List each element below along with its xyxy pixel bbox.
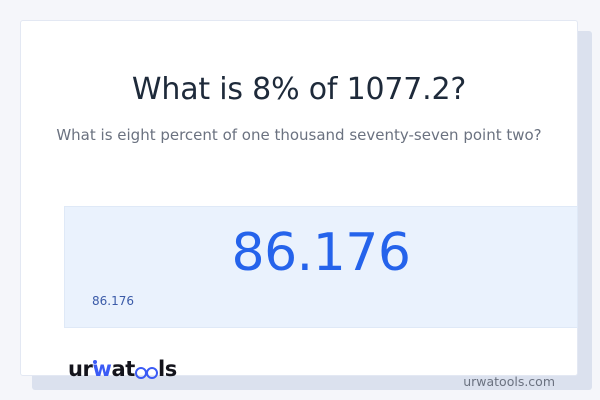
result-card: What is 8% of 1077.2? What is eight perc… xyxy=(20,20,578,389)
logo-text-at: at xyxy=(111,357,136,381)
page-subtitle: What is eight percent of one thousand se… xyxy=(56,125,542,144)
result-box: 86.176 86.176 xyxy=(64,206,578,328)
logo-dot-icon xyxy=(92,360,97,364)
logo-text-ls: ls xyxy=(157,357,177,381)
page-title: What is 8% of 1077.2? xyxy=(131,72,467,107)
brand-logo[interactable]: ur w at ls xyxy=(68,359,177,380)
logo-text-ur: ur xyxy=(68,357,93,381)
logo-text-w: w xyxy=(92,357,112,381)
result-value: 86.176 xyxy=(231,223,411,283)
logo-ring-right-icon xyxy=(145,366,158,379)
logo-glasses-icon xyxy=(134,364,158,379)
result-secondary-value: 86.176 xyxy=(92,294,134,308)
site-url-label: urwatools.com xyxy=(463,374,555,389)
